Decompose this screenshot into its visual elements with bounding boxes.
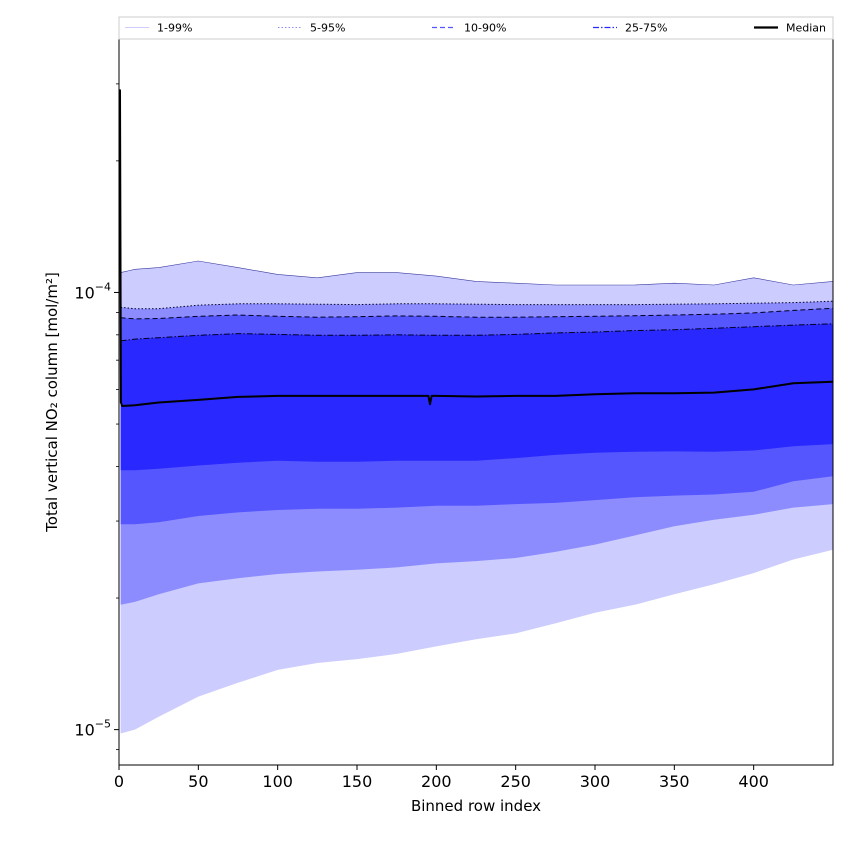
- x-tick-label: 250: [500, 772, 531, 791]
- x-axis-ticks: 0 50 100 150 200 250 300 350 400: [114, 765, 769, 791]
- legend-label-Median: Median: [786, 22, 826, 35]
- x-tick-label: 350: [659, 772, 690, 791]
- x-tick-label: 50: [188, 772, 208, 791]
- legend-label-10-90%: 10-90%: [464, 22, 506, 35]
- y-axis-ticks: 10−510−4: [74, 83, 119, 751]
- legend-label-25-75%: 25-75%: [625, 22, 667, 35]
- x-tick-label: 200: [421, 772, 452, 791]
- x-axis-label: Binned row index: [411, 797, 541, 815]
- percentile-lines: [119, 89, 834, 407]
- y-axis-label: Total vertical NO₂ column [mol/m²]: [43, 272, 61, 533]
- x-tick-label: 300: [580, 772, 611, 791]
- x-tick-label: 400: [738, 772, 769, 791]
- band-edge-1-99%: [120, 260, 834, 286]
- legend: 1-99% 5-95% 10-90% 25-75% Median: [118, 16, 834, 40]
- y-tick-label: 10−4: [74, 280, 111, 302]
- x-tick-label: 150: [342, 772, 373, 791]
- band-edge-5-95%: [120, 300, 834, 310]
- band-edge-10-90%: [120, 307, 834, 320]
- band-edge-25-75%: [120, 323, 834, 342]
- legend-label-5-95%: 5-95%: [310, 22, 345, 35]
- median-line: [119, 89, 834, 407]
- legend-frame: [118, 16, 834, 40]
- legend-label-1-99%: 1-99%: [157, 22, 192, 35]
- x-tick-label: 0: [114, 772, 124, 791]
- x-tick-label: 100: [262, 772, 293, 791]
- percentile-bands: [120, 261, 834, 734]
